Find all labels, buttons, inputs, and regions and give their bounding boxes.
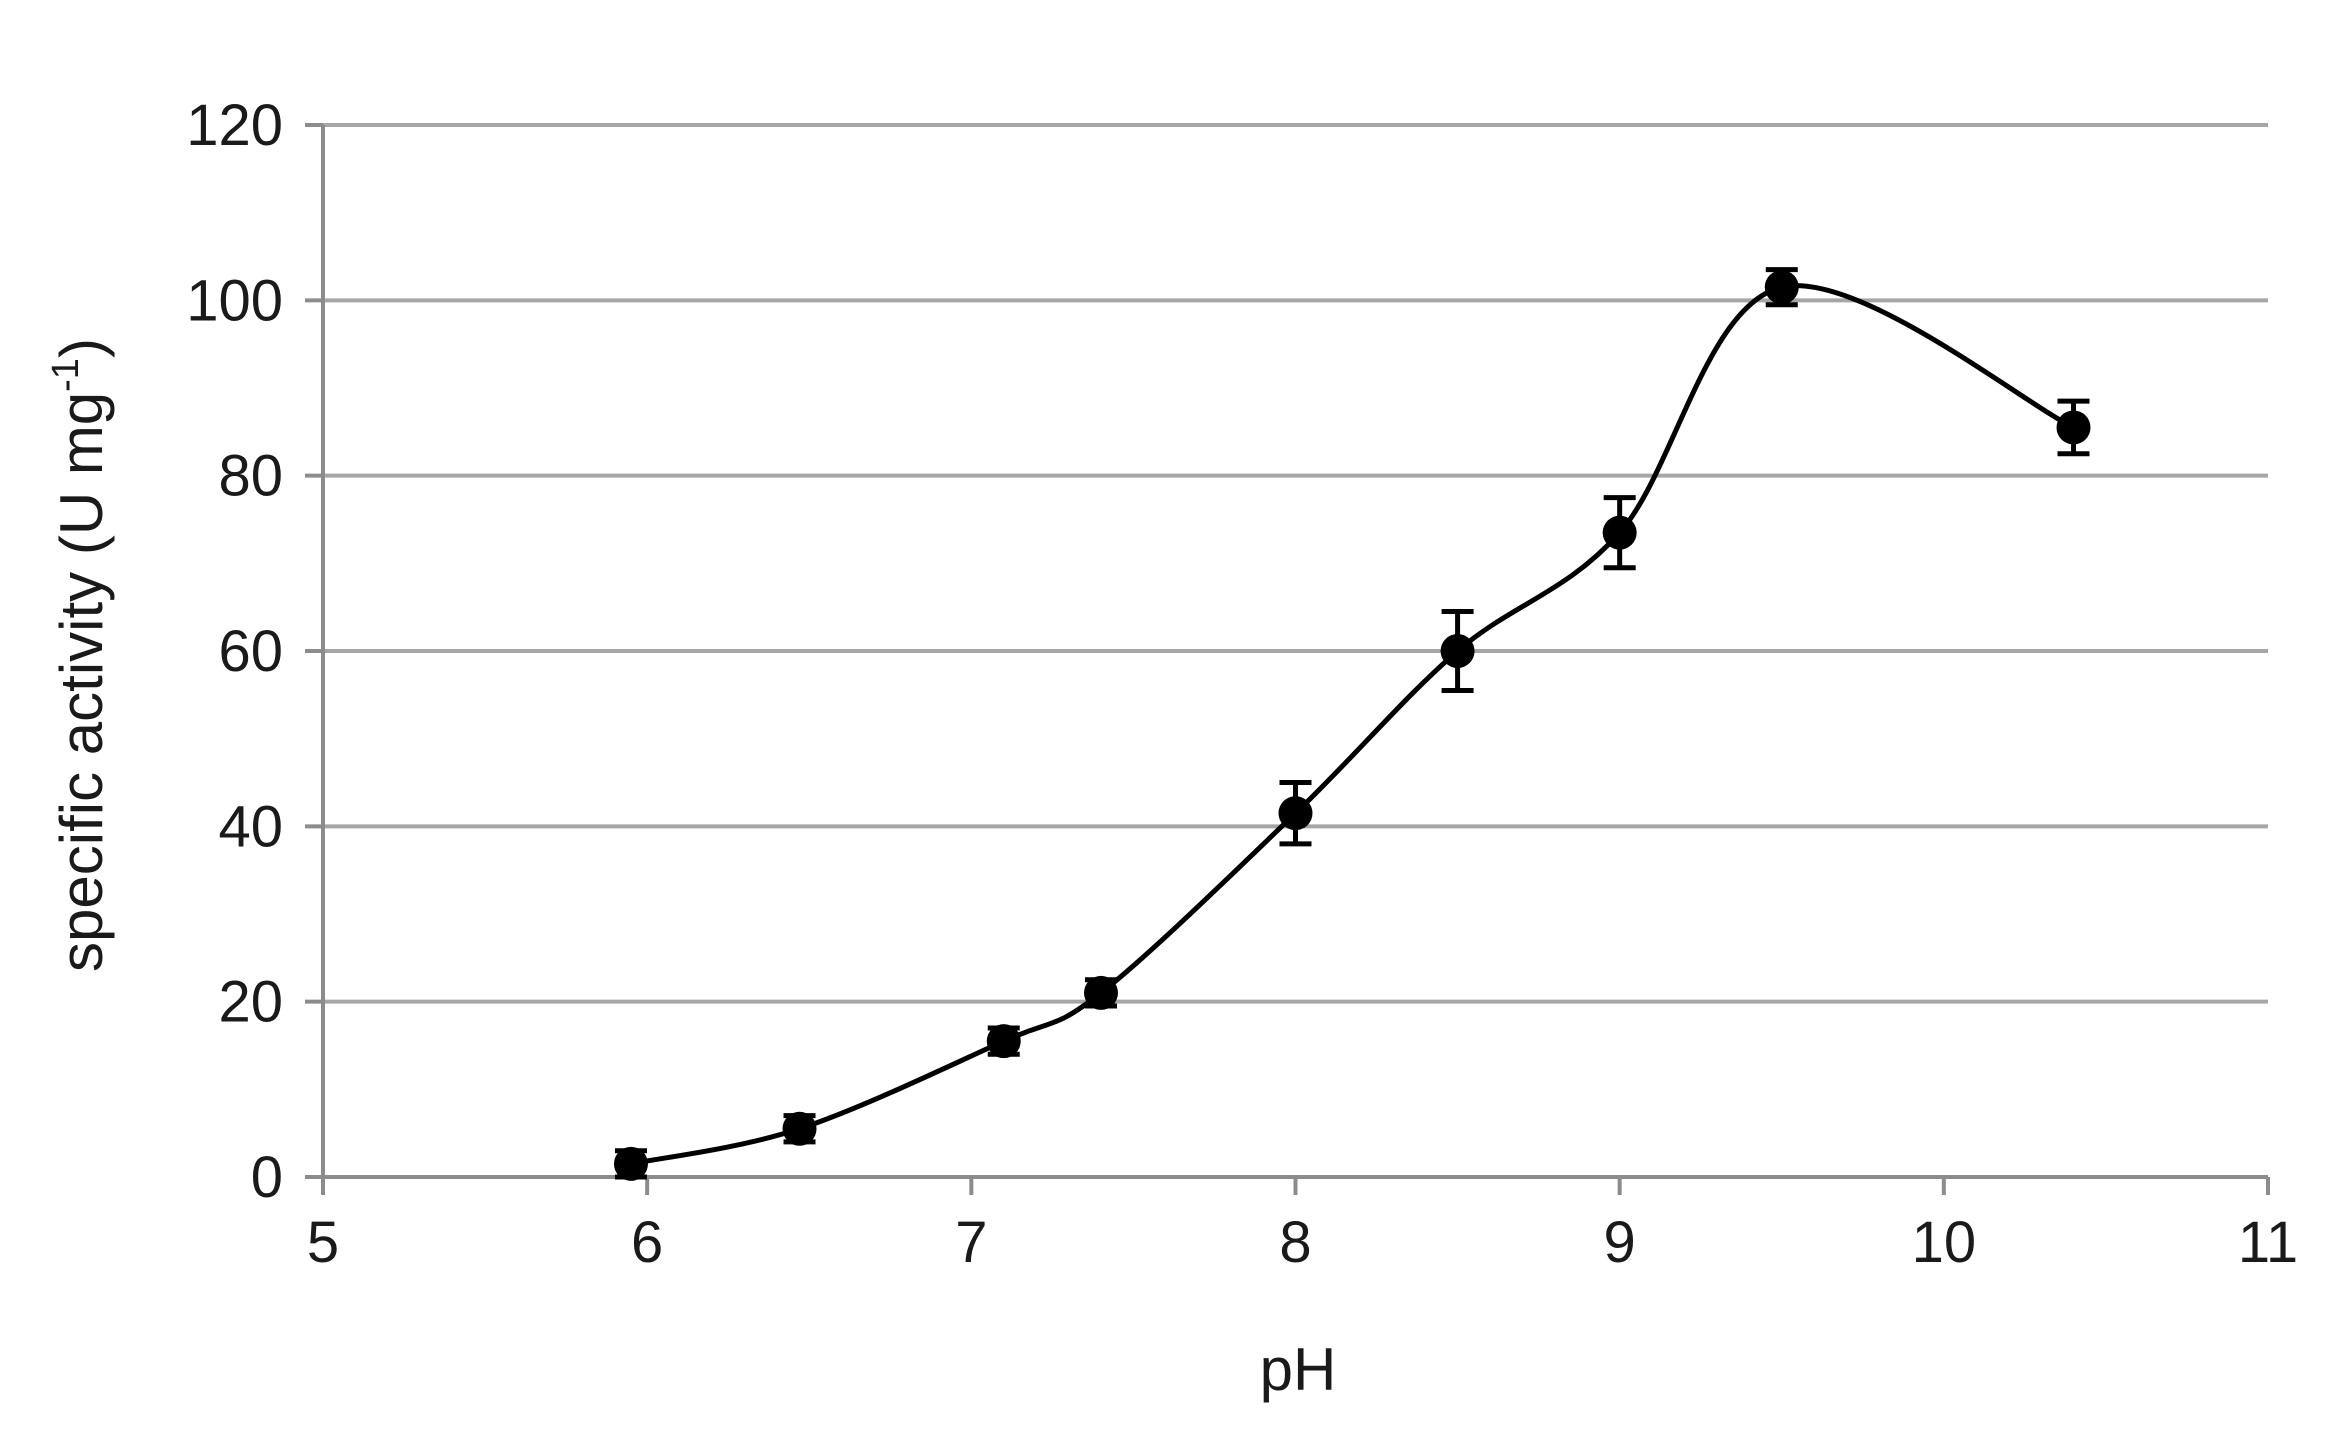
data-point xyxy=(1278,796,1313,831)
axes xyxy=(305,123,2270,1195)
x-tick-label: 8 xyxy=(1279,1210,1311,1275)
y-tick-label: 80 xyxy=(218,444,283,509)
x-tick-label: 5 xyxy=(307,1210,339,1275)
data-point xyxy=(986,1024,1021,1059)
gridlines xyxy=(323,123,2268,1004)
data-point xyxy=(1602,515,1637,550)
x-axis-title: pH xyxy=(1260,1336,1337,1403)
x-tick-label: 7 xyxy=(955,1210,987,1275)
data-point xyxy=(1440,634,1475,668)
y-tick-label: 100 xyxy=(186,268,283,333)
y-tick-label: 40 xyxy=(218,794,283,859)
y-tick-label: 0 xyxy=(251,1145,283,1210)
y-tick-label: 60 xyxy=(218,619,283,684)
y-axis-title-main: specific activity (U mg xyxy=(48,392,115,972)
y-axis-title-superscript: -1 xyxy=(45,358,87,392)
y-tick-label: 20 xyxy=(218,970,283,1035)
y-axis-title-close: ) xyxy=(48,338,115,358)
data-point xyxy=(1084,975,1118,1010)
data-point xyxy=(2056,410,2091,445)
x-tick-label: 9 xyxy=(1604,1210,1636,1275)
x-tick-label: 11 xyxy=(2238,1210,2298,1275)
data-point xyxy=(782,1111,817,1146)
x-tick-label: 10 xyxy=(1912,1210,1977,1275)
x-tick-label: 6 xyxy=(631,1210,663,1275)
data-point xyxy=(613,1146,648,1181)
series-line xyxy=(630,283,2075,1167)
series-layer xyxy=(613,267,2091,1181)
y-tick-label: 120 xyxy=(186,93,283,158)
tick-labels: 0 20 40 60 80 100 120 5 6 7 8 9 10 11 xyxy=(186,93,2298,1275)
y-axis-title: specific activity (U mg-1) xyxy=(45,338,115,972)
data-point xyxy=(1764,270,1799,305)
